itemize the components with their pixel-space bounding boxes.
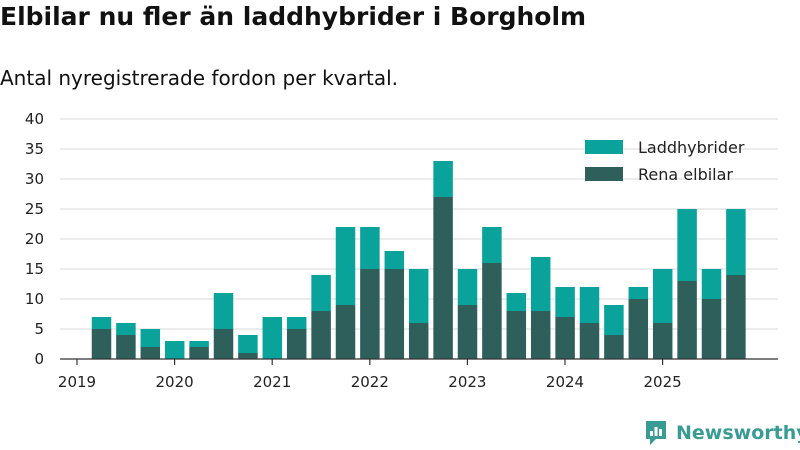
legend-label: Rena elbilar [638, 165, 733, 184]
legend-label: Laddhybrider [638, 138, 745, 157]
bar-segment [604, 305, 624, 335]
bar-segment [311, 311, 331, 359]
bar-segment [433, 197, 453, 359]
bar-segment [116, 335, 136, 359]
bar-segment [530, 257, 551, 311]
bar-segment [701, 299, 722, 359]
bar-segment [238, 353, 258, 359]
x-tick-label: 2019 [58, 373, 96, 391]
legend: Laddhybrider Rena elbilar [585, 138, 745, 184]
bar-segment [189, 347, 209, 359]
brand-logo: Newsworthy [644, 418, 800, 448]
bar-segment [701, 269, 722, 299]
bar-segment [189, 341, 209, 347]
bar-segment [140, 347, 161, 359]
bar-segment [652, 269, 673, 323]
bar-segment [262, 317, 283, 359]
bar-segment [482, 227, 502, 263]
bar-segment [408, 269, 429, 323]
x-tick-label: 2024 [546, 373, 584, 391]
y-tick-label: 20 [25, 230, 44, 248]
y-tick-label: 35 [25, 140, 44, 158]
bar-segment [457, 305, 478, 359]
bar-segment [433, 161, 453, 197]
y-tick-label: 5 [34, 320, 44, 338]
bar-segment [286, 317, 307, 329]
bar-segment [360, 227, 380, 269]
bar-segment [628, 287, 649, 299]
bar-segment [335, 305, 356, 359]
bar-segment [213, 329, 234, 359]
bar-segment [213, 293, 234, 329]
bar-segment [286, 329, 307, 359]
bar-segment [579, 287, 600, 323]
bar-segment [555, 287, 575, 317]
bar-segment [384, 251, 405, 269]
x-tick-label: 2020 [156, 373, 194, 391]
bar-segment [677, 209, 697, 281]
chart-subtitle: Antal nyregistrerade fordon per kvartal. [0, 66, 399, 90]
x-tick-label: 2022 [351, 373, 389, 391]
bar-segment [335, 227, 356, 305]
bar-segment [726, 275, 746, 359]
bar-segment [311, 275, 331, 311]
bar-segment [555, 317, 575, 359]
bar-segment [91, 329, 112, 359]
bars [91, 161, 746, 359]
bar-segment [140, 329, 161, 347]
bar-segment [360, 269, 380, 359]
bar-segment [506, 311, 527, 359]
y-tick-label: 40 [25, 110, 44, 128]
bar-segment [384, 269, 405, 359]
bar-segment [91, 317, 112, 329]
x-tick-label: 2023 [448, 373, 486, 391]
bar-segment [530, 311, 551, 359]
y-tick-label: 15 [25, 260, 44, 278]
y-tick-label: 10 [25, 290, 44, 308]
bar-segment [116, 323, 136, 335]
bar-segment [164, 341, 185, 359]
bar-segment [457, 269, 478, 305]
newsworthy-logo-icon [646, 421, 666, 445]
bar-segment [628, 299, 649, 359]
legend-swatch [585, 140, 623, 154]
x-tick-label: 2021 [253, 373, 291, 391]
legend-swatch [585, 167, 623, 181]
bar-segment [238, 335, 258, 353]
x-tick-label: 2025 [644, 373, 682, 391]
y-tick-label: 30 [25, 170, 44, 188]
bar-segment [604, 335, 624, 359]
chart-title: Elbilar nu fler än laddhybrider i Borgho… [0, 2, 587, 31]
x-axis: 2019 2020 2021 2022 2023 2024 2025 [58, 358, 778, 391]
y-tick-label: 0 [34, 350, 44, 368]
bar-segment [726, 209, 746, 275]
bar-segment [677, 281, 697, 359]
y-axis-labels: 0 5 10 15 20 25 30 35 40 [25, 110, 44, 368]
y-tick-label: 25 [25, 200, 44, 218]
bar-segment [579, 323, 600, 359]
brand-name: Newsworthy [676, 422, 800, 444]
bar-segment [506, 293, 527, 311]
bar-segment [408, 323, 429, 359]
bar-segment [482, 263, 502, 359]
bar-segment [652, 323, 673, 359]
